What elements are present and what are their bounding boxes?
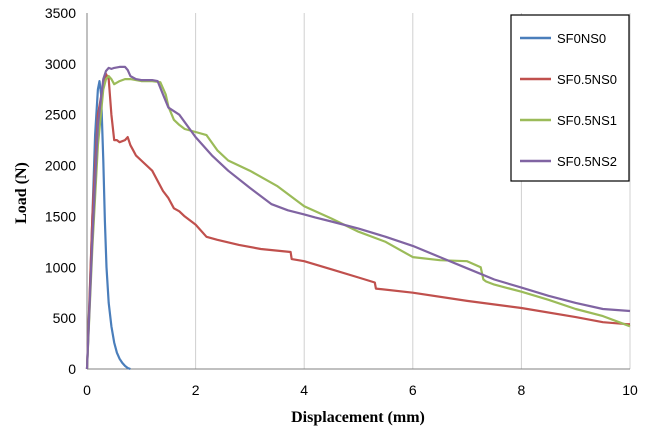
y-tick-label-6: 3000 — [45, 56, 76, 72]
x-tick-label-4: 8 — [518, 382, 526, 398]
series-line-2 — [85, 74, 631, 370]
x-tick-label-0: 0 — [83, 382, 91, 398]
legend-box — [510, 14, 630, 182]
y-tick-label-5: 2500 — [45, 107, 76, 123]
legend-label-0: SF0NS0 — [557, 31, 606, 46]
legend-label-1: SF0.5NS0 — [557, 72, 617, 87]
series-line-3 — [85, 65, 631, 370]
legend-label-3: SF0.5NS2 — [557, 154, 617, 169]
series — [85, 65, 631, 371]
y-tick-label-3: 1500 — [45, 208, 76, 224]
y-tick-label-2: 1000 — [45, 259, 76, 275]
y-tick-label-4: 2000 — [45, 158, 76, 174]
x-tick-label-3: 6 — [409, 382, 417, 398]
legend-label-2: SF0.5NS1 — [557, 113, 617, 128]
x-axis-title: Displacement (mm) — [291, 409, 425, 426]
y-tick-label-0: 0 — [68, 361, 76, 377]
y-axis-title: Load (N) — [13, 162, 30, 224]
series-line-0 — [85, 79, 131, 371]
x-tick-label-2: 4 — [300, 382, 308, 398]
legend: SF0NS0 SF0.5NS0 SF0.5NS1 SF0.5NS2 — [510, 14, 630, 182]
y-tick-label-7: 3500 — [45, 5, 76, 21]
series-line-1 — [85, 72, 630, 370]
axes: 0 2 4 6 8 10 0 500 1000 1500 2000 2500 3000 3500 — [45, 5, 638, 398]
y-tick-label-1: 500 — [53, 310, 77, 326]
x-tick-label-5: 10 — [622, 382, 638, 398]
x-tick-label-1: 2 — [192, 382, 200, 398]
